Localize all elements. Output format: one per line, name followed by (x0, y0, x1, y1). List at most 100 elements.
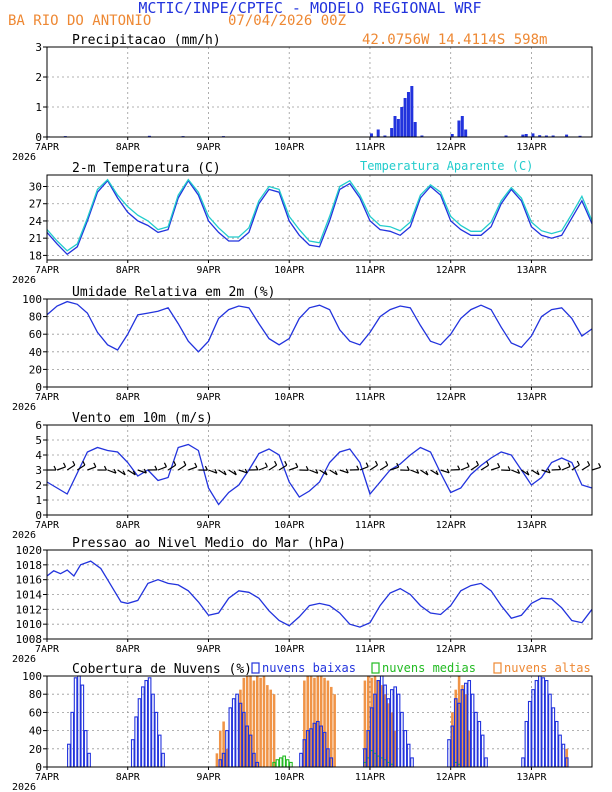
wind-barb-flag (93, 462, 97, 468)
cloud-high-bar (461, 685, 464, 767)
x-tick-label: 9APR (196, 644, 221, 655)
wind-barb (117, 469, 126, 476)
cloud-high-bar (272, 694, 276, 767)
wind-barb-flag (143, 468, 147, 474)
cloud-low-bar (474, 711, 478, 768)
wind-barb-flag (284, 460, 288, 466)
precip-bar (420, 135, 424, 137)
cloud-low-bar (73, 677, 78, 768)
panel-frame (46, 549, 593, 640)
x-tick-label: 8APR (116, 520, 141, 531)
cloud-high-bar (366, 676, 370, 767)
wind-barb (420, 469, 429, 476)
x-tick-label: 11APR (355, 392, 386, 403)
y-tick-label: 27 (29, 198, 42, 211)
wind-barb-flag (154, 465, 158, 471)
cloud-low-bar (228, 707, 233, 768)
y-tick-label: 3 (35, 41, 42, 54)
cloud-low-bar (70, 711, 75, 768)
panel-title: Cobertura de Nuvens (%) (72, 662, 252, 677)
wind-barb-flag (62, 462, 67, 468)
x-year-label: 2026 (12, 402, 36, 413)
precip-bar (406, 92, 410, 137)
wind-barb (157, 466, 167, 471)
cloud-low-bar (531, 689, 535, 768)
cloud-low-bar (524, 720, 529, 768)
cloud-low-bar (480, 734, 485, 768)
wind-barb-flag (183, 460, 187, 466)
wind-barb-flag (475, 460, 479, 466)
wind-barb-flag (163, 462, 167, 468)
precip-bar (400, 107, 404, 137)
wind-barb-flag (233, 470, 237, 476)
cloud-legend-swatch (371, 662, 380, 674)
y-tick-label: 20 (29, 743, 42, 756)
wind-barb-flag (536, 470, 540, 476)
wind-barb-flag (295, 462, 299, 468)
precip-bar (369, 133, 373, 137)
panel-title: Umidade Relativa em 2m (%) (72, 285, 276, 300)
wind-barb (137, 469, 147, 474)
panel-frame (46, 424, 593, 516)
wind-barb (339, 469, 349, 474)
cloud-high-bar (451, 712, 454, 767)
wind-barb (218, 469, 227, 476)
cloud-high-bar (464, 694, 468, 767)
cloud-low-bar (410, 757, 414, 768)
precip-bar (147, 135, 151, 137)
wind-barb-flag (446, 468, 450, 474)
x-tick-label: 10APR (274, 520, 305, 531)
panel-title: 2-m Temperatura (C) (72, 161, 221, 176)
series-line (46, 179, 593, 256)
wind-barb-flag (113, 468, 117, 474)
wind-barb-flag (457, 465, 461, 470)
cloud-legend-swatch (493, 662, 502, 674)
wind-barb (188, 466, 197, 471)
cloud-high-bar (266, 685, 269, 767)
wind-barb (591, 466, 601, 471)
y-tick-label: 80 (29, 311, 42, 324)
wind-barb (561, 465, 571, 471)
cloud-legend-label: nuvens baixas (262, 661, 356, 675)
wind-barb (238, 469, 248, 474)
precip-bar (504, 135, 508, 137)
cloud-high-bar (309, 676, 313, 767)
x-tick-label: 8APR (116, 644, 141, 655)
x-year-label: 2026 (12, 152, 36, 163)
wind-barb-flag (132, 470, 136, 476)
wind-barb-flag (244, 468, 248, 474)
wind-barb-flag (526, 470, 530, 476)
cloud-low-bar (521, 757, 525, 768)
cloud-low-bar (80, 684, 85, 768)
wind-barb-flag (558, 465, 562, 470)
cloud-legend-label: nuvens medias (382, 661, 476, 675)
y-tick-label: 4 (35, 449, 42, 462)
cloud-high-bar (323, 677, 326, 767)
precip-bar (464, 129, 468, 137)
y-tick-label: 60 (29, 328, 42, 341)
wind-barb-flag (173, 460, 177, 466)
wind-barb-flag (264, 462, 268, 468)
panel-frame (46, 675, 593, 768)
wind-barb-flag (598, 463, 602, 468)
y-tick-label: 1 (35, 494, 42, 507)
x-tick-label: 10APR (274, 644, 305, 655)
cloud-low-bar (161, 752, 165, 768)
cloud-high-bar (255, 676, 259, 767)
x-tick-label: 8APR (116, 772, 141, 783)
x-tick-label: 10APR (274, 142, 305, 153)
y-tick-label: 1016 (16, 574, 43, 587)
x-tick-label: 8APR (116, 142, 141, 153)
wind-barb-flag (214, 468, 218, 474)
x-tick-label: 7APR (35, 520, 60, 531)
x-tick-label: 7APR (35, 644, 60, 655)
cloud-low-bar (130, 739, 135, 768)
precip-bar (521, 134, 525, 137)
precip-bar (413, 122, 417, 137)
panel-title: Precipitacao (mm/h) (72, 33, 221, 48)
y-tick-label: 100 (22, 670, 42, 683)
x-year-label: 2026 (12, 654, 36, 665)
wind-barb (379, 464, 389, 471)
y-tick-label: 2 (35, 479, 42, 492)
y-tick-label: 1 (35, 101, 42, 114)
